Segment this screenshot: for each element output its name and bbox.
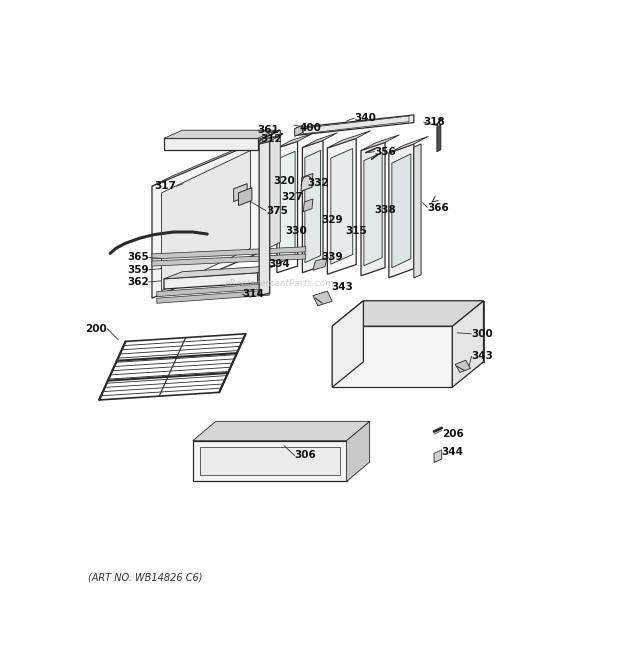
Polygon shape [363,301,484,362]
Text: 318: 318 [423,117,445,127]
Polygon shape [277,134,312,148]
Text: (ART NO. WB14826 C6): (ART NO. WB14826 C6) [88,572,203,582]
Text: 375: 375 [266,206,288,215]
Polygon shape [434,450,441,463]
Polygon shape [277,141,298,273]
Polygon shape [327,131,371,148]
Polygon shape [280,151,295,263]
Text: 400: 400 [299,123,321,133]
Polygon shape [260,130,280,253]
Polygon shape [200,447,340,475]
Polygon shape [305,151,321,262]
Text: 344: 344 [441,447,464,457]
Text: 339: 339 [322,253,343,262]
Polygon shape [332,326,453,387]
Text: 366: 366 [427,202,449,213]
Text: 394: 394 [268,258,291,268]
Text: 314: 314 [242,289,264,299]
Text: 332: 332 [307,178,329,188]
Text: 317: 317 [154,181,176,191]
Text: 315: 315 [345,226,368,236]
Text: 362: 362 [127,277,149,287]
Text: 356: 356 [374,147,396,157]
Text: 340: 340 [354,113,376,123]
Polygon shape [152,130,280,186]
Polygon shape [234,184,247,202]
Text: 206: 206 [441,428,464,438]
Polygon shape [361,142,385,276]
Polygon shape [157,290,270,303]
Text: 300: 300 [471,329,494,339]
Polygon shape [296,115,414,136]
Polygon shape [303,116,409,134]
Polygon shape [164,138,258,149]
Text: 320: 320 [273,176,295,186]
Text: 343: 343 [471,351,494,361]
Polygon shape [164,273,258,289]
Text: 200: 200 [86,324,107,334]
Polygon shape [99,334,246,400]
Polygon shape [347,421,370,481]
Polygon shape [453,301,484,387]
Polygon shape [152,247,306,259]
Polygon shape [389,144,414,278]
Polygon shape [303,199,313,212]
Polygon shape [361,135,399,151]
Polygon shape [337,369,463,382]
Text: 365: 365 [127,253,149,262]
Polygon shape [294,125,303,136]
Polygon shape [301,173,313,191]
Polygon shape [455,360,471,373]
Polygon shape [313,258,327,270]
Polygon shape [332,301,484,326]
Polygon shape [164,266,276,279]
Text: 343: 343 [331,282,353,292]
Polygon shape [152,254,306,266]
Polygon shape [303,133,337,147]
Text: 330: 330 [285,226,307,236]
Polygon shape [157,284,270,297]
Polygon shape [327,138,356,274]
Text: 329: 329 [322,215,343,225]
Text: 327: 327 [281,192,304,202]
Polygon shape [303,140,323,273]
Text: 359: 359 [127,264,149,275]
Polygon shape [389,136,428,153]
Text: 361: 361 [258,125,280,136]
Polygon shape [239,188,252,206]
Polygon shape [259,136,278,144]
Text: 338: 338 [374,205,396,215]
Polygon shape [332,301,363,387]
Polygon shape [437,125,441,151]
Polygon shape [193,441,347,481]
Polygon shape [364,153,382,266]
Polygon shape [313,291,332,306]
Polygon shape [392,154,411,268]
Polygon shape [152,140,260,298]
Polygon shape [193,421,370,441]
Text: 312: 312 [260,134,282,144]
Polygon shape [414,144,421,278]
Polygon shape [259,141,270,295]
Polygon shape [331,149,353,264]
Text: 306: 306 [294,450,316,461]
Text: eReplacementParts.com: eReplacementParts.com [224,280,334,288]
Polygon shape [164,130,276,138]
Polygon shape [162,151,250,291]
